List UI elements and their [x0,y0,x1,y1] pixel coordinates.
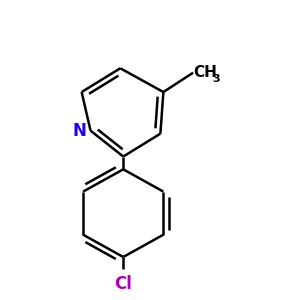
Text: 3: 3 [212,74,220,84]
Text: N: N [72,122,86,140]
Text: Cl: Cl [114,275,132,293]
Text: CH: CH [194,65,218,80]
